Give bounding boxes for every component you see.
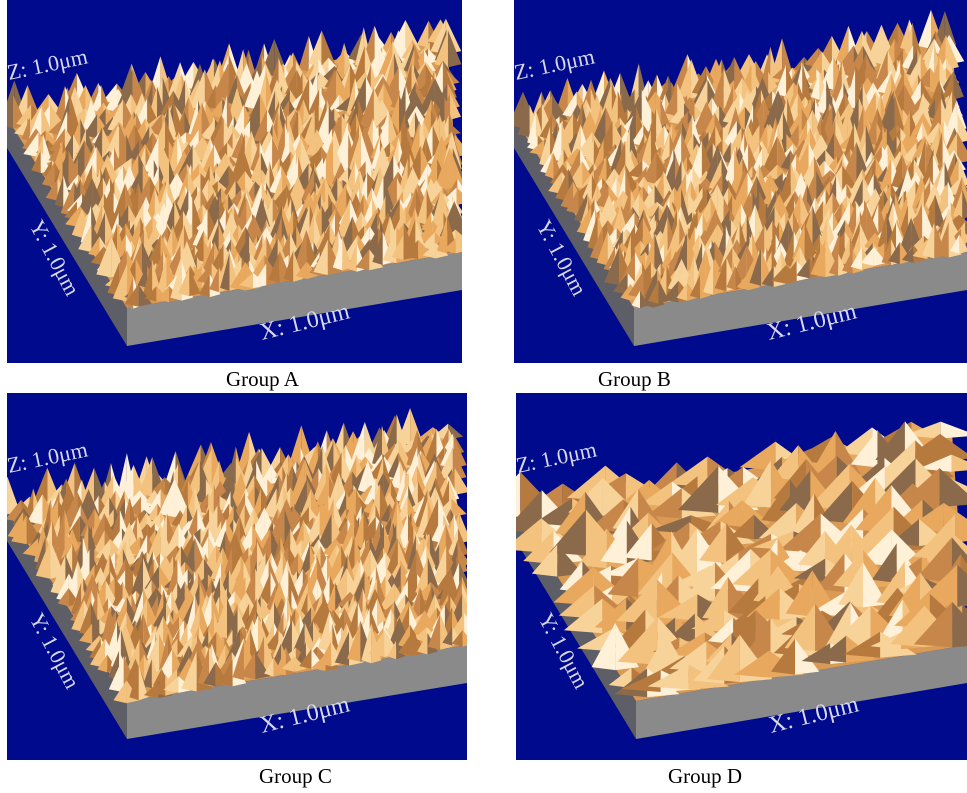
caption: Group A (226, 367, 299, 392)
peak (299, 36, 309, 72)
afm-image: Z: 1.0μmY: 1.0μmX: 1.0μm (514, 0, 967, 363)
afm-image: Z: 1.0μmY: 1.0μmX: 1.0μm (516, 393, 967, 760)
peak (516, 472, 520, 517)
peak (417, 21, 429, 48)
afm-image: Z: 1.0μmY: 1.0μmX: 1.0μm (7, 0, 462, 363)
caption: Group C (259, 764, 332, 789)
caption: Group D (668, 764, 742, 789)
z-axis-label: Z: 1.0μm (514, 43, 597, 84)
figure: Z: 1.0μmY: 1.0μmX: 1.0μm Z: 1.0μmY: 1.0μ… (0, 0, 967, 793)
peak (941, 422, 967, 439)
caption: Group B (598, 367, 671, 392)
z-axis-label: Z: 1.0μm (516, 436, 599, 477)
peak (514, 92, 523, 128)
afm-image: Z: 1.0μmY: 1.0μmX: 1.0μm (7, 393, 467, 760)
peak (918, 10, 931, 49)
peak (953, 71, 963, 100)
